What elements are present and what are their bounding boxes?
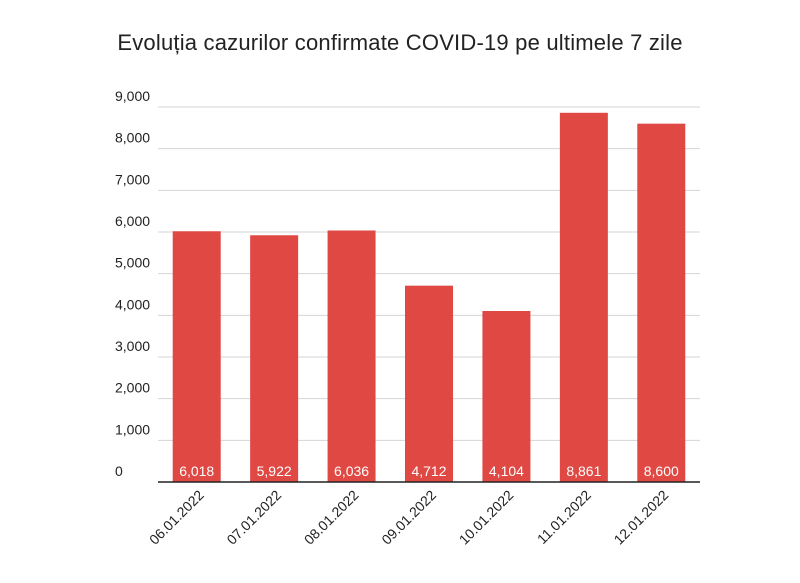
data-label: 5,922 <box>257 463 292 479</box>
x-tick-label: 09.01.2022 <box>378 487 439 548</box>
x-tick-label: 06.01.2022 <box>146 487 207 548</box>
bar <box>172 231 221 482</box>
y-tick-label: 9,000 <box>115 88 150 104</box>
x-axis-ticks: 06.01.2022 07.01.2022 08.01.2022 09.01.2022… <box>146 487 672 548</box>
bar <box>637 123 686 483</box>
x-tick-label: 07.01.2022 <box>223 487 284 548</box>
bar <box>405 285 453 482</box>
y-tick-label: 6,000 <box>115 213 150 229</box>
y-tick-label: 5,000 <box>115 255 150 271</box>
y-tick-label: 8,000 <box>115 130 150 146</box>
data-label: 6,036 <box>334 463 369 479</box>
data-label: 8,600 <box>644 463 679 479</box>
data-label: 8,861 <box>566 463 601 479</box>
y-tick-label: 2,000 <box>115 380 150 396</box>
y-tick-label: 1,000 <box>115 421 150 437</box>
data-label: 6,018 <box>179 463 214 479</box>
y-tick-label: 4,000 <box>115 296 150 312</box>
x-tick-label: 11.01.2022 <box>534 487 594 547</box>
chart-title: Evoluția cazurilor confirmate COVID-19 p… <box>117 30 683 55</box>
bar <box>482 311 531 482</box>
data-label: 4,712 <box>411 463 446 479</box>
data-labels: 6,018 5,922 6,036 4,712 4,104 8,861 8,600 <box>179 463 679 479</box>
x-tick-label: 10.01.2022 <box>456 487 517 548</box>
data-label: 4,104 <box>489 463 524 479</box>
bars <box>172 112 686 483</box>
bar <box>250 235 299 482</box>
x-tick-label: 08.01.2022 <box>301 487 362 548</box>
bar <box>559 112 608 483</box>
bar <box>327 230 376 482</box>
y-tick-label: 3,000 <box>115 338 150 354</box>
y-tick-label: 0 <box>115 463 123 479</box>
x-tick-label: 12.01.2022 <box>611 487 672 548</box>
y-axis-ticks: 0 1,000 2,000 3,000 4,000 5,000 6,000 7,000 8,00… <box>115 88 150 479</box>
y-tick-label: 7,000 <box>115 171 150 187</box>
